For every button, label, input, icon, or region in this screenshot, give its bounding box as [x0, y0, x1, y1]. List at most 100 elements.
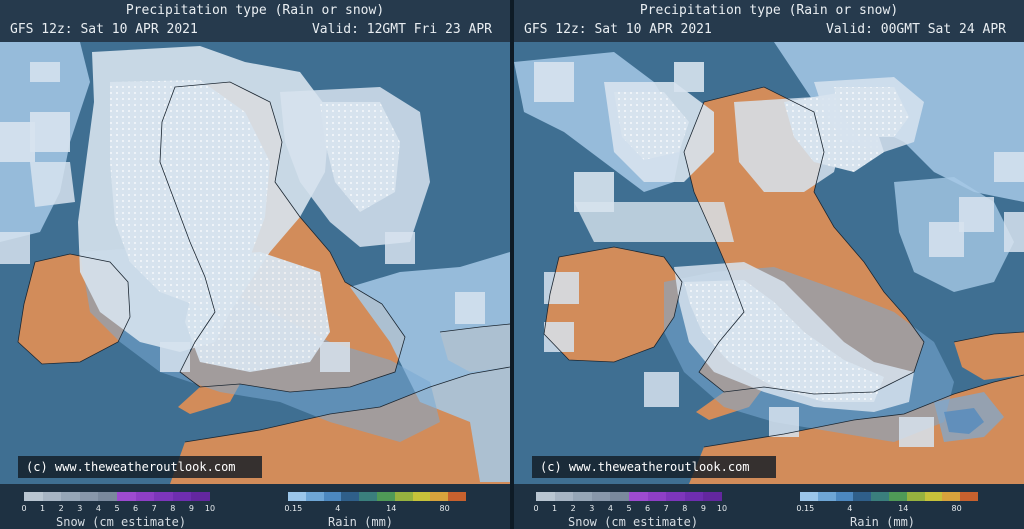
snow-swatch	[116, 492, 136, 501]
rain-swatch	[394, 492, 413, 501]
snow-swatch	[42, 492, 62, 501]
legend: 0 1 2 3 4 5 6 7 8 9 10 Snow (cm estimate) 0.15 4 14 8…	[0, 484, 510, 529]
rain-tick-label: 4	[847, 504, 853, 513]
rain-ticks: 0.15 4 14 80	[796, 504, 978, 514]
snow-tick-label: 4	[95, 504, 101, 513]
snow-swatch	[24, 492, 43, 501]
snow-legend-label: Snow (cm estimate)	[568, 515, 699, 529]
snow-tick-label: 7	[663, 504, 669, 513]
rain-swatch	[341, 492, 360, 501]
snow-tick-label: 3	[77, 504, 83, 513]
coastlines	[17, 81, 510, 443]
rain-swatch	[906, 492, 925, 501]
snow-tick-label: 8	[170, 504, 176, 513]
rain-swatch	[323, 492, 342, 501]
rain-swatch	[800, 492, 818, 501]
snow-scale	[536, 492, 722, 501]
snow-tick-label: 6	[133, 504, 139, 513]
snow-swatch	[172, 492, 192, 501]
rain-swatch	[853, 492, 872, 501]
snow-swatch	[135, 492, 155, 501]
rain-swatch	[359, 492, 377, 501]
chart-title: Precipitation type (Rain or snow)	[639, 3, 899, 18]
rain-tick-label: 0.15	[796, 504, 815, 513]
rain-tick-label: 0.15	[284, 504, 303, 513]
snow-swatch	[628, 492, 648, 501]
snow-tick-label: 10	[204, 504, 216, 513]
snow-swatch	[573, 492, 592, 501]
rain-scale	[288, 492, 466, 501]
snow-tick-label: 6	[645, 504, 651, 513]
snow-tick-label: 0	[21, 504, 27, 513]
credit-label: (c) www.theweatheroutlook.com	[532, 456, 776, 478]
snow-tick-label: 2	[570, 504, 576, 513]
snow-legend-label: Snow (cm estimate)	[56, 515, 187, 529]
snow-tick-label: 0	[533, 504, 539, 513]
snow-swatch	[191, 492, 210, 501]
credit-label: (c) www.theweatheroutlook.com	[18, 456, 262, 478]
rain-legend-label: Rain (mm)	[850, 515, 916, 529]
valid-time: Valid: 00GMT Sat 24 APR	[825, 22, 1006, 37]
snow-tick-label: 8	[682, 504, 688, 513]
snow-scale	[24, 492, 210, 501]
snow-swatch	[666, 492, 685, 501]
snow-swatch	[61, 492, 80, 501]
snow-tick-label: 4	[607, 504, 613, 513]
chart-title: Precipitation type (Rain or snow)	[125, 3, 385, 18]
snow-swatch	[647, 492, 667, 501]
snow-swatch	[703, 492, 722, 501]
snow-tick-label: 5	[626, 504, 632, 513]
snow-areas	[534, 62, 1024, 447]
rain-swatch	[888, 492, 907, 501]
panel-divider	[510, 0, 514, 529]
snow-swatch	[98, 492, 117, 501]
snow-swatch	[610, 492, 629, 501]
rain-swatch	[376, 492, 395, 501]
map-left: (c) www.theweatheroutlook.com	[0, 42, 510, 484]
model-run: GFS 12z: Sat 10 APR 2021	[524, 22, 712, 37]
rain-tick-label: 14	[898, 504, 909, 513]
rain-swatch	[412, 492, 431, 501]
snow-areas	[0, 46, 485, 372]
snow-tick-label: 3	[589, 504, 595, 513]
snow-ticks: 0 1 2 3 4 5 6 7 8 9 10	[533, 504, 727, 514]
snow-tick-label: 1	[40, 504, 46, 513]
model-run: GFS 12z: Sat 10 APR 2021	[10, 22, 198, 37]
legend: 0 1 2 3 4 5 6 7 8 9 10 Snow (cm estimate) 0.15 4 14 8…	[514, 484, 1024, 529]
snow-tick-label: 9	[188, 504, 194, 513]
snow-tick-label: 1	[552, 504, 558, 513]
panel-right: Precipitation type (Rain or snow) GFS 12…	[514, 0, 1024, 529]
rain-swatch	[430, 492, 449, 501]
header: Precipitation type (Rain or snow) GFS 12…	[514, 0, 1024, 42]
rain-swatch	[305, 492, 324, 501]
header: Precipitation type (Rain or snow) GFS 12…	[0, 0, 510, 42]
rain-swatch	[448, 492, 466, 501]
snow-tick-label: 2	[58, 504, 64, 513]
rain-swatch	[960, 492, 978, 501]
rain-swatch	[871, 492, 889, 501]
rain-swatch	[835, 492, 854, 501]
snow-swatch	[154, 492, 173, 501]
snow-tick-label: 5	[114, 504, 120, 513]
rain-swatch	[924, 492, 943, 501]
coastlines	[543, 86, 1024, 448]
snow-ticks: 0 1 2 3 4 5 6 7 8 9 10	[21, 504, 215, 514]
valid-time: Valid: 12GMT Fri 23 APR	[311, 22, 492, 37]
rain-swatch	[288, 492, 306, 501]
snow-swatch	[536, 492, 555, 501]
snow-tick-label: 7	[151, 504, 157, 513]
rain-tick-label: 80	[951, 504, 962, 513]
rain-ticks: 0.15 4 14 80	[284, 504, 466, 514]
snow-swatch	[554, 492, 574, 501]
rain-tick-label: 80	[439, 504, 450, 513]
panel-left: Precipitation type (Rain or snow) GFS 12…	[0, 0, 510, 529]
rain-scale	[800, 492, 978, 501]
snow-swatch	[591, 492, 611, 501]
snow-swatch	[79, 492, 99, 501]
rain-swatch	[817, 492, 836, 501]
snow-swatch	[684, 492, 704, 501]
rain-swatch	[942, 492, 961, 501]
snow-tick-label: 10	[716, 504, 728, 513]
rain-tick-label: 14	[386, 504, 397, 513]
